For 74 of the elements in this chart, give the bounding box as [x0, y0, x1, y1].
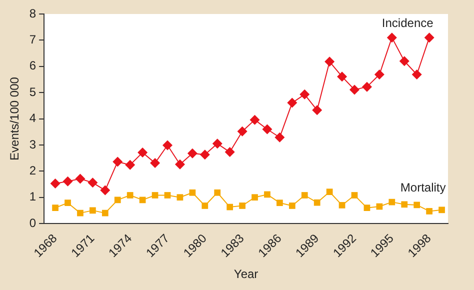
point [152, 192, 158, 198]
point [276, 200, 283, 206]
point [300, 89, 310, 100]
point [338, 202, 346, 208]
point [386, 32, 397, 43]
point [88, 178, 98, 188]
point [64, 200, 71, 206]
point [200, 150, 210, 160]
point [214, 189, 221, 196]
point [52, 204, 58, 212]
y-tick-label: 5 [29, 84, 36, 99]
point [250, 114, 260, 125]
point [426, 208, 432, 214]
point [288, 202, 296, 209]
point [414, 202, 420, 208]
y-tick-label: 4 [29, 111, 36, 126]
point [226, 204, 234, 210]
point [401, 201, 408, 208]
point [237, 126, 248, 136]
point [239, 202, 246, 209]
point [364, 204, 370, 212]
point [162, 140, 172, 150]
y-tick-label: 2 [29, 163, 36, 178]
point [312, 105, 322, 116]
point [138, 148, 148, 158]
point [176, 194, 184, 201]
point [374, 70, 384, 80]
point [75, 174, 86, 184]
point [399, 56, 410, 66]
y-tick-label: 8 [29, 6, 36, 20]
point [252, 194, 258, 201]
point [287, 98, 298, 108]
point [112, 156, 123, 167]
point [187, 148, 198, 158]
point [438, 206, 445, 214]
point [337, 72, 348, 82]
point [77, 210, 84, 216]
y-tick-label: 1 [29, 190, 36, 204]
point [150, 158, 160, 168]
point [224, 147, 235, 158]
point [189, 189, 196, 196]
point [362, 82, 372, 92]
point [174, 159, 185, 170]
point [264, 191, 270, 198]
series-label: Incidence [382, 16, 434, 30]
point [262, 124, 272, 134]
point [351, 192, 358, 198]
point [126, 192, 134, 198]
point [50, 178, 60, 188]
point [114, 196, 121, 204]
y-tick-label: 0 [29, 216, 36, 230]
y-tick-label: 3 [29, 137, 36, 152]
point [100, 185, 110, 196]
point [274, 132, 285, 142]
point [102, 210, 108, 216]
point [90, 207, 96, 214]
point [62, 176, 73, 186]
point [324, 56, 335, 67]
series-label: Mortality [400, 180, 446, 194]
y-axis-title: Events/100 000 [8, 76, 22, 160]
y-tick-label: 6 [29, 58, 36, 73]
point [301, 192, 308, 198]
point [326, 188, 333, 196]
point [125, 160, 136, 170]
point [424, 32, 434, 43]
point [388, 198, 396, 206]
point [164, 192, 171, 198]
point [350, 84, 360, 95]
point [212, 138, 222, 149]
x-axis-title: Year [234, 267, 258, 282]
point [412, 70, 422, 80]
point [314, 199, 320, 206]
y-tick-label: 7 [29, 32, 36, 47]
point [202, 202, 208, 209]
